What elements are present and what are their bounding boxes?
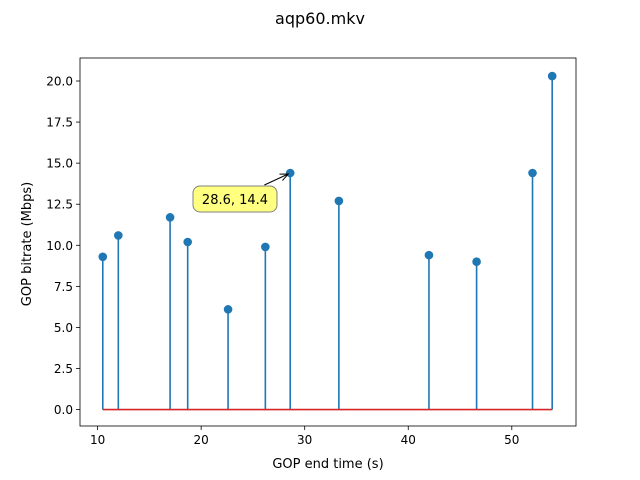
y-tick-label: 2.5 (54, 362, 73, 376)
data-point (547, 71, 557, 81)
plot-area: 10 20 30 40 50 0.0 2.5 5.0 7.5 10.0 12.5 15.0 17.5 20… (46, 57, 577, 447)
y-axis-label: GOP bitrate (Mbps) (20, 182, 35, 306)
x-tick-label: 40 (401, 433, 416, 447)
annotation-text: 28.6, 14.4 (202, 193, 268, 208)
x-axis-label: GOP end time (s) (272, 457, 383, 472)
annotation-arrowhead (279, 173, 290, 181)
data-point (261, 242, 270, 252)
chart-title: aqp60.mkv (275, 9, 365, 28)
data-point (223, 305, 233, 314)
data-point (165, 213, 175, 222)
y-tick-label: 12.5 (46, 198, 73, 212)
data-point (472, 257, 481, 267)
y-tick-label: 0.0 (54, 403, 73, 417)
y-tick-label: 5.0 (54, 321, 73, 335)
data-point (334, 196, 344, 206)
data-point (424, 250, 434, 260)
x-tick-label: 50 (504, 433, 519, 447)
data-point (528, 168, 537, 178)
y-tick-label: 17.5 (46, 116, 73, 130)
data-point (285, 168, 295, 178)
data-point (98, 252, 108, 262)
y-tick-label: 20.0 (46, 75, 73, 89)
y-tick-label: 10.0 (46, 239, 73, 253)
plot-frame (79, 57, 577, 427)
x-tick-label: 20 (194, 433, 209, 447)
data-point (183, 237, 192, 247)
x-tick-label: 30 (297, 433, 312, 447)
annotation-arrow (264, 173, 289, 186)
x-tick-label: 10 (90, 433, 105, 447)
data-point (114, 231, 123, 240)
y-tick-label: 7.5 (54, 280, 73, 294)
y-tick-label: 15.0 (46, 157, 73, 171)
annotation-box (192, 185, 278, 213)
